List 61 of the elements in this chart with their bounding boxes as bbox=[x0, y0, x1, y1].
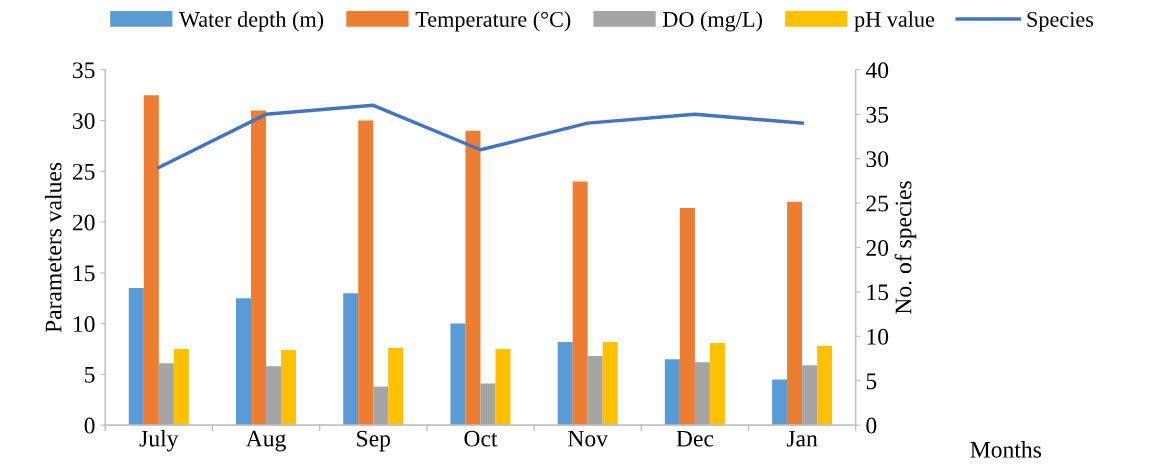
y2-axis-title: No. of species bbox=[894, 181, 917, 315]
y-tick-label: 20 bbox=[72, 214, 95, 231]
y2-tick-label: 5 bbox=[866, 373, 877, 390]
y2-tick-label: 20 bbox=[866, 239, 889, 256]
y-tick-label: 35 bbox=[73, 62, 95, 79]
bar bbox=[787, 201, 803, 426]
x-tick-label: Jan bbox=[786, 430, 818, 447]
y-tick-label: 0 bbox=[84, 417, 95, 434]
x-tick-label: Nov bbox=[568, 430, 608, 447]
bar bbox=[802, 365, 818, 426]
y2-tick-label: 15 bbox=[867, 284, 889, 301]
y2-tick-label: 40 bbox=[865, 62, 889, 79]
bar bbox=[572, 181, 588, 426]
bar bbox=[694, 362, 710, 426]
x-axis-title: Months bbox=[970, 441, 1042, 458]
bar bbox=[709, 342, 725, 426]
bar bbox=[465, 130, 481, 426]
bar bbox=[587, 356, 603, 426]
legend-label: Species bbox=[1027, 11, 1094, 32]
bar bbox=[343, 293, 359, 426]
x-tick-label: Aug bbox=[245, 430, 286, 452]
legend-label: Water depth (m) bbox=[179, 11, 324, 32]
bar bbox=[602, 341, 618, 426]
bar bbox=[495, 348, 511, 426]
bar bbox=[450, 323, 466, 426]
bar bbox=[158, 363, 174, 426]
y-tick-label: 5 bbox=[85, 367, 95, 383]
y2-tick-label: 35 bbox=[866, 106, 889, 123]
bar bbox=[173, 348, 189, 426]
bar bbox=[557, 341, 573, 426]
bar bbox=[358, 120, 374, 426]
bar bbox=[281, 350, 297, 426]
bar bbox=[664, 359, 680, 426]
bar bbox=[772, 379, 788, 426]
bar bbox=[143, 95, 159, 426]
y2-tick-label: 30 bbox=[866, 151, 889, 168]
legend-label: pH value bbox=[854, 11, 935, 32]
bar bbox=[236, 298, 252, 426]
y-tick-label: 10 bbox=[73, 316, 95, 333]
bar bbox=[817, 345, 833, 426]
bar bbox=[266, 366, 282, 426]
y-tick-label: 25 bbox=[72, 163, 95, 180]
bar bbox=[388, 347, 404, 426]
x-tick-label: Sep bbox=[357, 430, 391, 452]
bar bbox=[128, 288, 144, 426]
x-tick-label: Oct bbox=[464, 430, 498, 447]
y-axis-title: Parameters values bbox=[44, 162, 62, 333]
y2-tick-label: 10 bbox=[867, 328, 889, 345]
bar bbox=[679, 207, 695, 426]
y-tick-label: 30 bbox=[73, 113, 95, 130]
bar bbox=[480, 383, 496, 426]
y2-tick-label: 0 bbox=[866, 417, 877, 434]
bar bbox=[251, 110, 267, 426]
legend-label: Temperature (°C) bbox=[415, 11, 571, 32]
bar bbox=[373, 386, 389, 426]
legend-label: DO (mg/L) bbox=[663, 11, 762, 32]
line-series bbox=[157, 103, 804, 170]
y-tick-label: 15 bbox=[73, 265, 95, 282]
y2-tick-label: 25 bbox=[866, 195, 889, 212]
x-tick-label: July bbox=[139, 429, 179, 452]
x-tick-label: Dec bbox=[676, 430, 714, 447]
